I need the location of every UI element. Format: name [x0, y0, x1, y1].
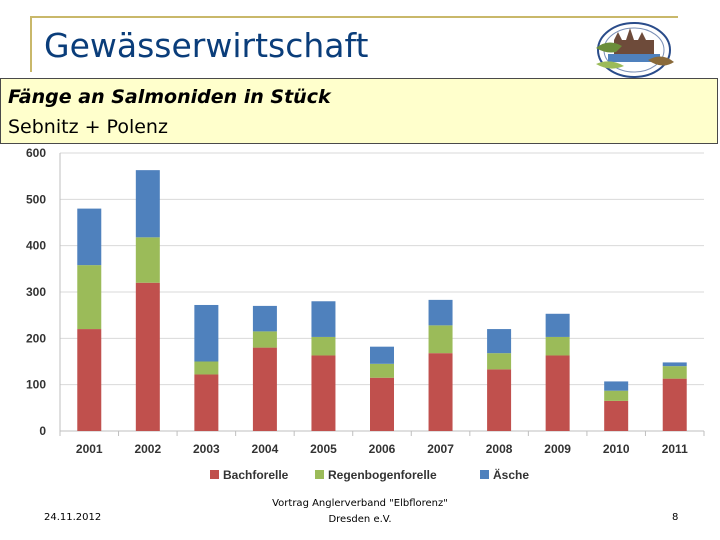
y-tick-label: 600 — [26, 146, 46, 160]
footer-date: 24.11.2012 — [44, 512, 102, 523]
bar-regenbogenforelle-2006 — [370, 363, 394, 378]
bar-regenbogenforelle-2009 — [545, 336, 570, 356]
bar-regenbogenforelle-2005 — [311, 336, 336, 356]
subtitle-banner: Fänge an Salmoniden in Stück Sebnitz + P… — [0, 78, 718, 144]
bar-bachforelle-2009 — [545, 355, 570, 431]
bar-bachforelle-2008 — [487, 369, 512, 431]
y-tick-label: 500 — [26, 192, 46, 206]
footer-center-line2: Dresden e.V. — [328, 514, 392, 525]
bar--sche-2006 — [370, 346, 394, 364]
y-tick-label: 200 — [26, 331, 46, 345]
bar-regenbogenforelle-2003 — [194, 361, 219, 375]
x-tick-label: 2001 — [76, 442, 103, 456]
slide-title: Gewässerwirtschaft — [44, 26, 369, 65]
footer-presenter: Vortrag Anglerverband "Elbflorenz" Dresd… — [230, 496, 490, 528]
bar--sche-2005 — [311, 301, 336, 337]
chart-heading: Fänge an Salmoniden in Stück — [8, 86, 331, 108]
bar-regenbogenforelle-2007 — [428, 325, 453, 354]
bar-bachforelle-2011 — [662, 378, 687, 431]
bar--sche-2007 — [428, 299, 453, 326]
y-tick-label: 0 — [39, 424, 46, 438]
frame-left-line — [30, 16, 32, 72]
bar-regenbogenforelle-2004 — [252, 331, 277, 348]
bar--sche-2003 — [194, 304, 219, 362]
bar--sche-2004 — [252, 305, 277, 332]
bar--sche-2002 — [135, 170, 160, 238]
legend-swatch — [210, 470, 219, 479]
footer-page-number: 8 — [672, 512, 679, 523]
legend-swatch — [315, 470, 324, 479]
bar-bachforelle-2006 — [370, 377, 394, 431]
chart-subheading: Sebnitz + Polenz — [8, 116, 168, 138]
bar--sche-2009 — [545, 313, 570, 337]
x-tick-label: 2006 — [369, 442, 396, 456]
y-tick-label: 400 — [26, 239, 46, 253]
y-tick-label: 100 — [26, 378, 46, 392]
bar-bachforelle-2003 — [194, 374, 219, 431]
bar-regenbogenforelle-2010 — [604, 390, 629, 401]
y-tick-label: 300 — [26, 285, 46, 299]
legend-swatch — [480, 470, 489, 479]
bar-bachforelle-2001 — [77, 329, 102, 431]
x-tick-label: 2007 — [427, 442, 454, 456]
x-tick-label: 2009 — [544, 442, 571, 456]
frame-top-line — [30, 16, 678, 18]
x-tick-label: 2011 — [662, 442, 688, 456]
bar-bachforelle-2005 — [311, 355, 336, 431]
bar--sche-2011 — [662, 362, 687, 367]
club-logo-icon — [596, 22, 674, 78]
legend-label: Äsche — [493, 467, 529, 482]
bar-regenbogenforelle-2011 — [662, 366, 687, 379]
legend-label: Bachforelle — [223, 468, 289, 482]
bar-bachforelle-2007 — [428, 353, 453, 431]
legend-label: Regenbogenforelle — [328, 468, 437, 482]
x-tick-label: 2004 — [252, 442, 279, 456]
x-tick-label: 2003 — [193, 442, 220, 456]
bar-regenbogenforelle-2002 — [135, 237, 160, 283]
x-tick-label: 2008 — [486, 442, 513, 456]
x-tick-label: 2010 — [603, 442, 630, 456]
x-tick-label: 2005 — [310, 442, 337, 456]
footer-center-line1: Vortrag Anglerverband "Elbflorenz" — [272, 498, 448, 509]
bar-regenbogenforelle-2001 — [77, 265, 102, 330]
bar-bachforelle-2002 — [135, 282, 160, 431]
bar--sche-2008 — [487, 329, 512, 354]
bar--sche-2001 — [77, 208, 102, 266]
bar-bachforelle-2004 — [252, 347, 277, 431]
stacked-bar-chart: 0 100 200 300 400 500 600 2001 2002 2003 2004 2005 2… — [26, 146, 705, 482]
x-tick-label: 2002 — [134, 442, 161, 456]
bar-bachforelle-2010 — [604, 400, 629, 431]
bar-regenbogenforelle-2008 — [487, 353, 512, 370]
bar--sche-2010 — [604, 381, 629, 391]
